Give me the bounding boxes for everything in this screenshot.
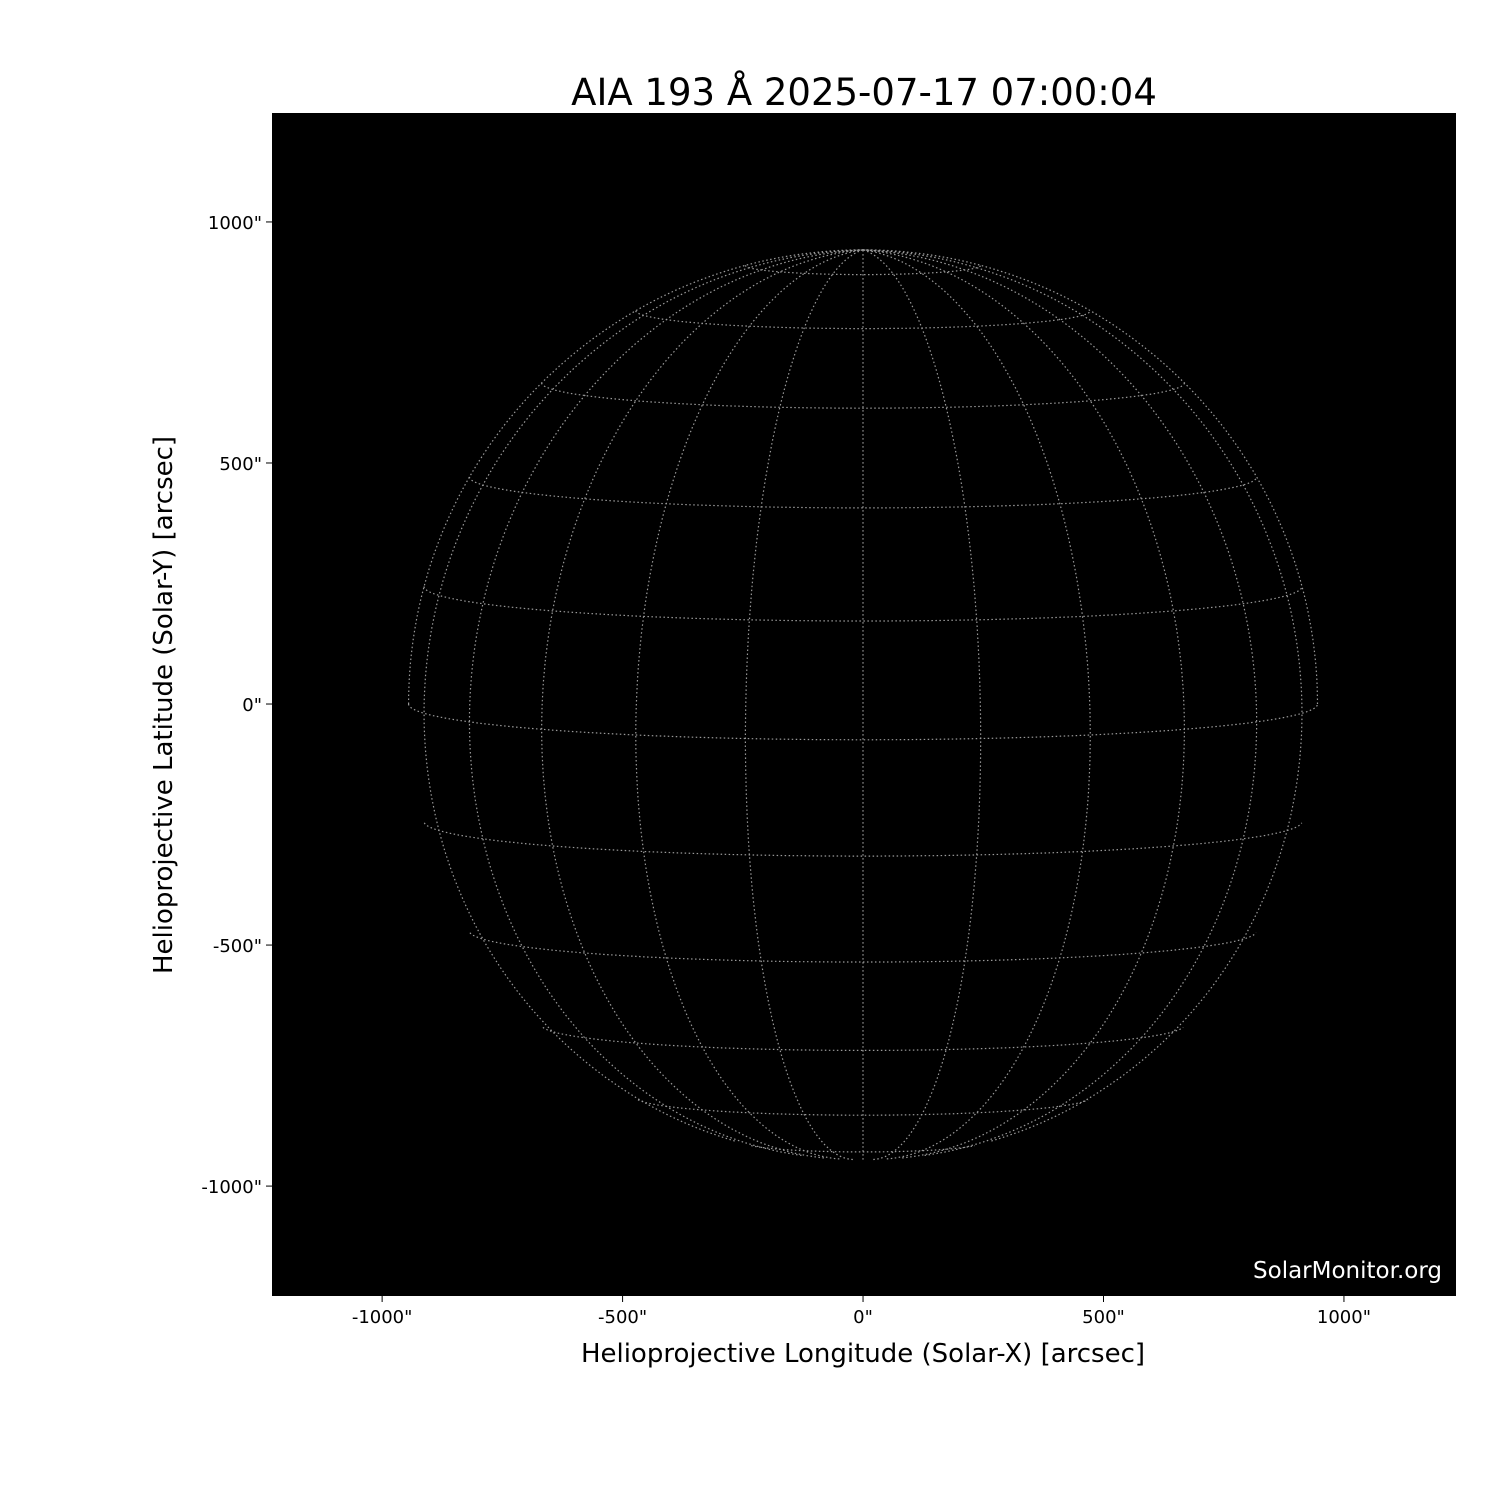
x-tick-label: -1000"	[352, 1307, 413, 1328]
plot-area	[272, 113, 1456, 1296]
longitude-line	[744, 249, 864, 1161]
longitude-line	[862, 249, 982, 1161]
latitude-line	[469, 932, 1257, 963]
latitude-line	[744, 265, 982, 276]
longitude-line	[423, 249, 864, 1142]
latitude-line	[637, 1099, 1089, 1116]
y-tick-label: 500"	[219, 454, 262, 475]
latitude-line	[468, 476, 1258, 509]
y-tick-label: -500"	[213, 936, 262, 957]
latitude-line	[541, 382, 1185, 409]
y-axis-label: Helioprojective Latitude (Solar-Y) [arcs…	[149, 436, 179, 974]
x-axis-ticks: -1000" -500" 0" 500" 1000"	[352, 1296, 1371, 1328]
latitude-line	[542, 1026, 1184, 1051]
x-tick-label: 1000"	[1317, 1307, 1371, 1328]
longitude-line	[541, 249, 864, 1159]
heliographic-grid	[408, 249, 1319, 1161]
watermark: SolarMonitor.org	[1253, 1258, 1442, 1284]
x-tick-label: 500"	[1082, 1307, 1125, 1328]
latitude-line	[408, 703, 1319, 741]
longitude-line	[862, 249, 1303, 1142]
longitude-line	[635, 249, 864, 1160]
longitude-line	[863, 249, 1319, 705]
longitude-line	[862, 249, 1186, 1159]
latitude-line	[635, 310, 1091, 330]
longitude-line	[862, 249, 1091, 1160]
latitude-line	[751, 1145, 975, 1153]
x-tick-label: 0"	[853, 1307, 873, 1328]
x-tick-label: -500"	[598, 1307, 647, 1328]
y-tick-label: -1000"	[201, 1177, 262, 1198]
chart-title: AIA 193 Å 2025-07-17 07:00:04	[571, 70, 1157, 114]
y-axis-ticks: 1000" 500" 0" -500" -1000"	[201, 213, 272, 1198]
y-tick-label: 0"	[242, 695, 262, 716]
x-axis-label: Helioprojective Longitude (Solar-X) [arc…	[581, 1339, 1145, 1369]
y-tick-label: 1000"	[208, 213, 262, 234]
latitude-line	[423, 586, 1303, 622]
